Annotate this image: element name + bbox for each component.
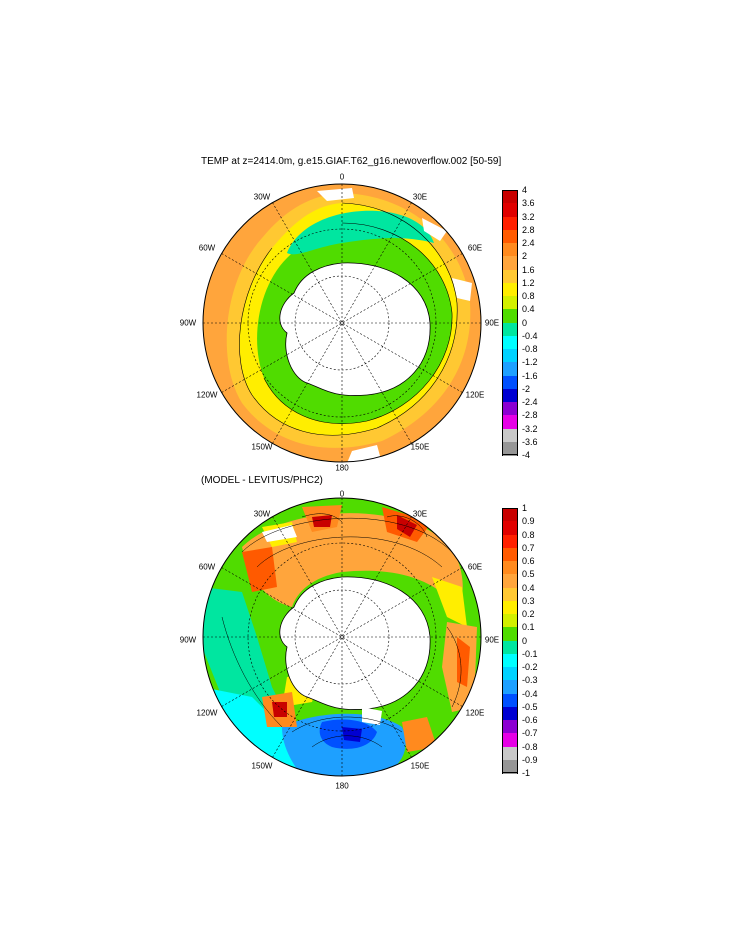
panel-1-title: TEMP at z=2414.0m, g.e15.GIAF.T62_g16.ne… [201, 156, 502, 167]
colorbar-label: 2.8 [522, 224, 535, 235]
colorbar-label: 0.7 [522, 542, 535, 553]
colorbar-label: -0.5 [522, 701, 538, 712]
panel-1-lon-60e: 60E [467, 243, 483, 253]
colorbar-label: -1 [522, 768, 531, 778]
colorbar-label: -0.4 [522, 330, 538, 341]
colorbar-label: 0 [522, 317, 528, 328]
colorbar-label: -0.2 [522, 662, 538, 672]
panel-2-lon-150w: 150W [251, 761, 273, 771]
panel-1-lon-30w: 30W [253, 192, 271, 202]
colorbar-label: 0.2 [522, 609, 535, 619]
colorbar-label: 3.2 [522, 211, 535, 222]
panel-1-lon-30e: 30E [412, 192, 428, 202]
colorbar-label: -0.6 [522, 715, 538, 725]
colorbar-label: 1 [522, 503, 528, 513]
panel-2-lon-120w: 120W [196, 708, 218, 718]
colorbar-label: 0.1 [522, 622, 535, 633]
colorbar-frame [502, 190, 518, 455]
colorbar-label: -4 [522, 450, 531, 460]
panel-2-title: (MODEL - LEVITUS/PHC2) [201, 475, 323, 486]
colorbar-label: 4 [522, 185, 528, 195]
panel-1-lon-90e: 90E [484, 318, 500, 328]
panel-2-lon-60e: 60E [467, 562, 483, 572]
colorbar-label: -0.3 [522, 675, 538, 686]
colorbar-label: -2 [522, 383, 531, 394]
colorbar-label: 0.8 [522, 529, 535, 540]
colorbar-label: 2 [522, 251, 528, 262]
colorbar-label: -0.4 [522, 688, 538, 699]
colorbar-label: 1.2 [522, 277, 535, 288]
panel-2-lon-120e: 120E [465, 708, 485, 718]
panel-2-lon-60w: 60W [198, 562, 216, 572]
colorbar-label: 0.9 [522, 516, 535, 527]
colorbar-label: 0.3 [522, 595, 535, 606]
colorbar-label: 2.4 [522, 238, 535, 248]
panel-2-lon-90w: 90W [179, 635, 197, 645]
colorbar-label: 1.6 [522, 264, 535, 275]
panel-2-colorbar: 1 0.9 0.8 0.7 0.6 0.5 0.4 0.3 0.2 0.1 0 -0.1 -0.2 -0.… [502, 503, 562, 778]
colorbar-label: -1.6 [522, 370, 538, 381]
panel-1-lon-180: 180 [335, 463, 349, 473]
panel-1-lon-60w: 60W [198, 243, 216, 253]
panel-1-colorbar: 4 3.6 3.2 2.8 2.4 2 1.6 1.2 0.8 0.4 0 -0.4 -0.8 -1.2 -… [502, 185, 562, 460]
panel-2-lon-30e: 30E [412, 509, 428, 519]
colorbar-label: -0.1 [522, 648, 538, 659]
colorbar-label: -3.2 [522, 423, 538, 434]
colorbar-label: 3.6 [522, 198, 535, 209]
panel-1-lon-120w: 120W [196, 390, 218, 400]
colorbar-label: -0.8 [522, 741, 538, 752]
panel-2-lon-30w: 30W [253, 509, 271, 519]
colorbar-label: -0.9 [522, 754, 538, 765]
colorbar-label: -2.4 [522, 397, 538, 407]
panel-1-lon-0: 0 [339, 172, 345, 182]
colorbar-label: 0.4 [522, 304, 535, 315]
panel-1-lon-150w: 150W [251, 442, 273, 452]
colorbar-label: 0.5 [522, 569, 535, 580]
colorbar-frame [502, 508, 518, 773]
colorbar-label: 0.8 [522, 291, 535, 301]
colorbar-label: 0.4 [522, 582, 535, 593]
colorbar-label: -3.6 [522, 436, 538, 447]
colorbar-label: 0 [522, 635, 528, 646]
colorbar-label: -0.7 [522, 728, 538, 739]
panel-1-lon-90w: 90W [179, 318, 197, 328]
colorbar-label: -0.8 [522, 344, 538, 354]
panel-2-lon-150e: 150E [410, 761, 430, 771]
colorbar-label: -1.2 [522, 357, 538, 368]
panel-2-lon-90e: 90E [484, 635, 500, 645]
panel-2-polar-map [202, 497, 482, 777]
panel-1-polar-map [202, 183, 482, 463]
panel-2-lon-180: 180 [335, 781, 349, 791]
panel-1-lon-150e: 150E [410, 442, 430, 452]
panel-2-lon-0: 0 [339, 489, 345, 499]
colorbar-label: -2.8 [522, 410, 538, 421]
panel-1-lon-120e: 120E [465, 390, 485, 400]
colorbar-label: 0.6 [522, 556, 535, 566]
